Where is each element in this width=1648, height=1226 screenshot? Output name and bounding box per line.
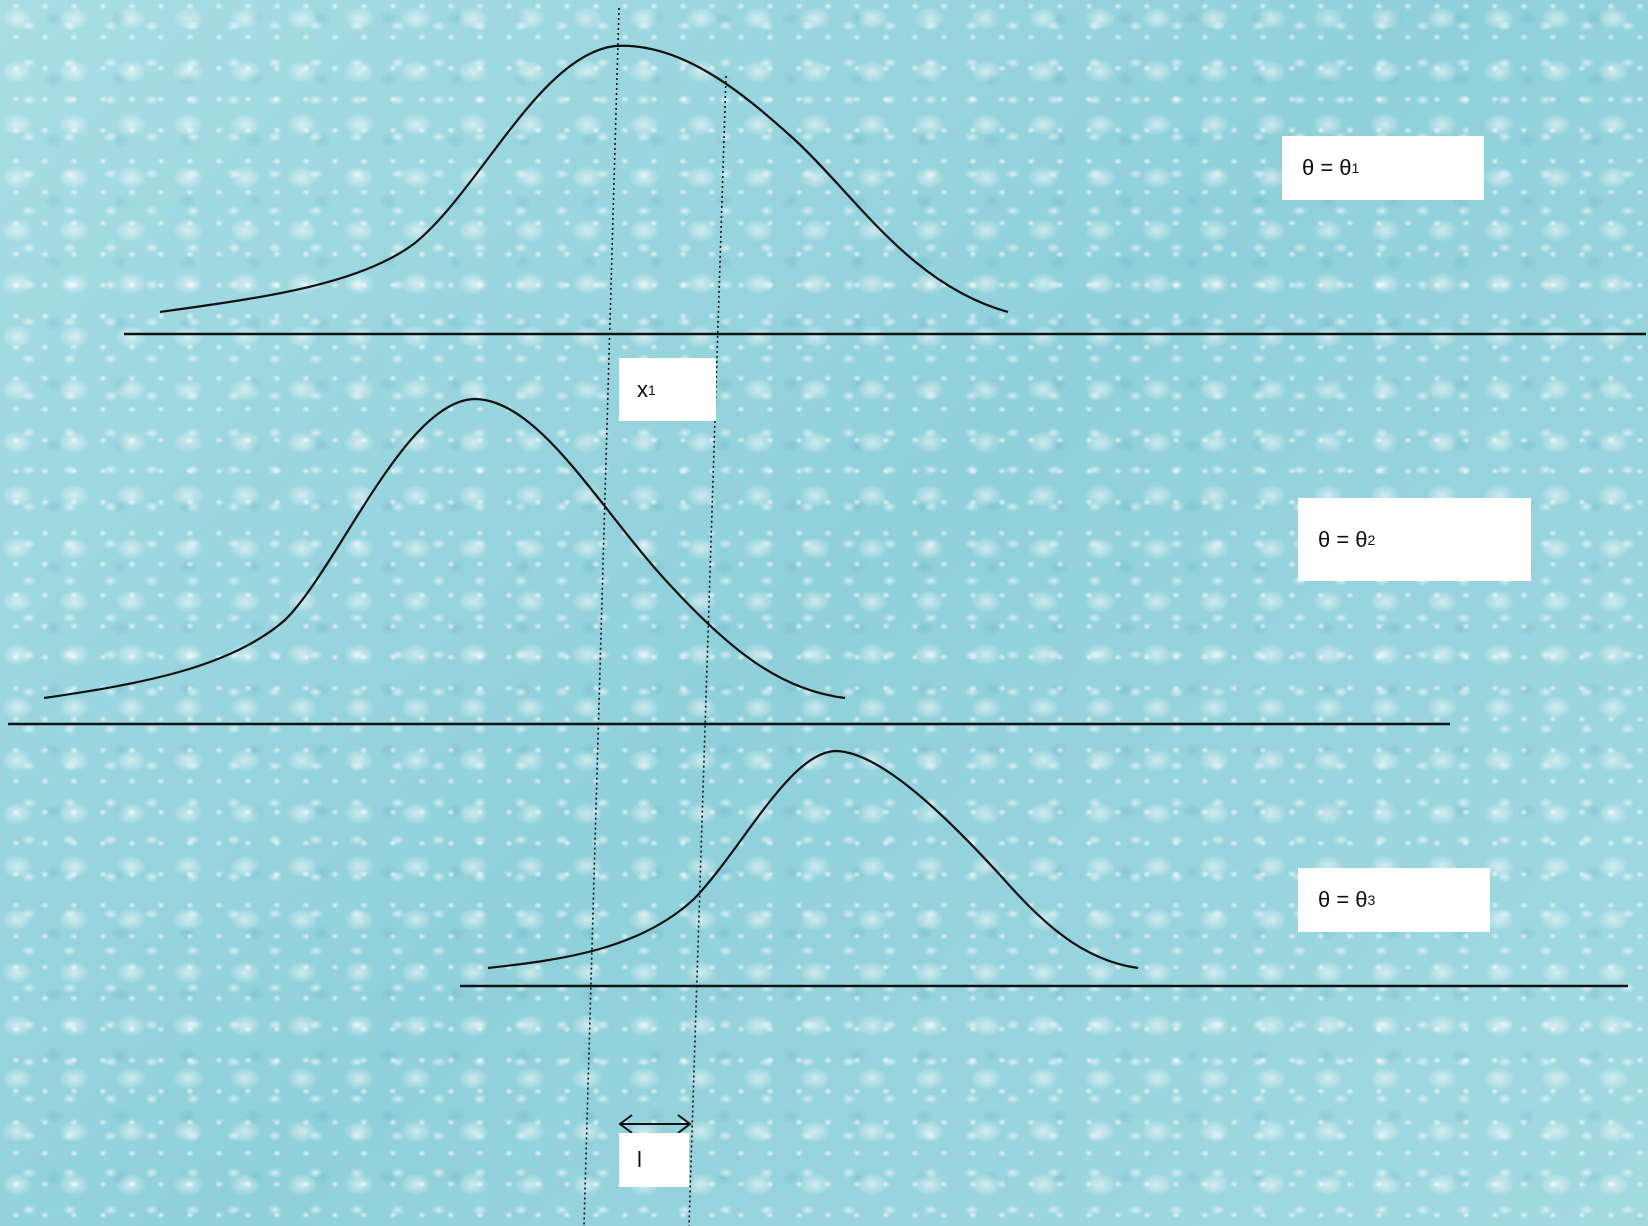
label-theta1-subscript: 1: [1351, 160, 1360, 176]
label-theta3-subscript: 3: [1367, 892, 1376, 908]
label-interval: l: [619, 1133, 689, 1187]
label-theta2-subscript: 2: [1367, 531, 1376, 548]
label-interval-main: l: [637, 1147, 642, 1172]
label-x1-subscript: 1: [648, 381, 656, 398]
label-theta2-main: θ = θ: [1318, 526, 1368, 552]
density-curve-theta2: [43, 397, 846, 700]
label-theta3-main: θ = θ: [1318, 887, 1368, 912]
density-curve-theta3: [487, 749, 1139, 970]
label-theta1-main: θ = θ: [1302, 155, 1352, 180]
label-x1-main: x: [637, 376, 648, 402]
guide-line-left: [583, 7, 620, 1226]
guide-line-right: [688, 75, 727, 1226]
density-curve-theta1: [159, 44, 1009, 314]
interval-arrow: [618, 1114, 692, 1134]
